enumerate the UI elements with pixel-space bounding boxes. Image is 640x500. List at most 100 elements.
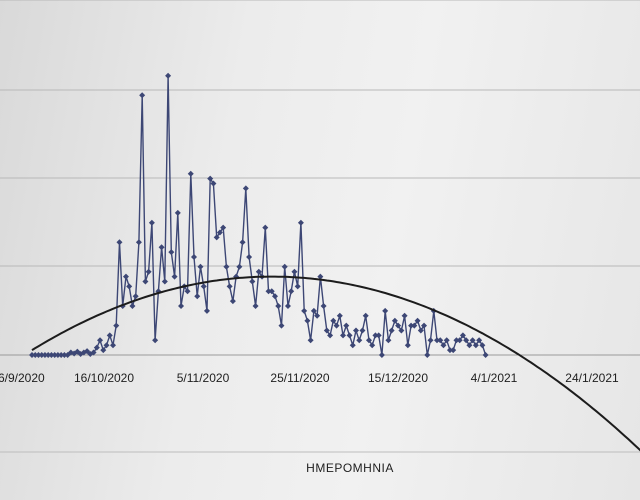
data-point <box>450 347 457 354</box>
data-point <box>288 288 295 295</box>
data-point <box>191 254 197 260</box>
x-tick-label: 4/1/2021 <box>471 371 518 385</box>
data-point <box>275 303 282 309</box>
data-point <box>307 337 314 344</box>
data-point <box>362 312 369 319</box>
data-point <box>152 337 159 344</box>
data-point <box>126 283 133 290</box>
data-point <box>466 342 473 349</box>
data-point <box>378 352 385 358</box>
data-point <box>317 273 324 280</box>
data-point <box>294 283 301 290</box>
data-point <box>365 337 372 344</box>
data-point <box>246 254 253 260</box>
data-point <box>103 342 110 349</box>
data-point <box>382 307 389 314</box>
data-point <box>61 352 68 358</box>
data-point <box>41 352 48 358</box>
series-line <box>32 75 487 356</box>
data-point <box>385 337 392 344</box>
data-point <box>297 219 304 226</box>
data-point <box>249 278 256 285</box>
data-point <box>401 312 408 319</box>
data-point <box>113 322 120 329</box>
data-point <box>463 337 470 344</box>
data-point <box>404 342 411 349</box>
trendline <box>31 275 640 452</box>
data-point <box>476 337 483 344</box>
data-point <box>424 352 431 358</box>
data-point <box>340 332 347 339</box>
x-tick-label: 24/1/2021 <box>565 371 619 385</box>
data-point <box>353 327 359 334</box>
data-point <box>184 288 191 295</box>
data-point <box>197 263 204 270</box>
data-point <box>443 337 450 344</box>
data-point <box>110 342 116 349</box>
data-point <box>391 317 398 324</box>
data-point <box>51 352 58 358</box>
data-point <box>200 283 207 290</box>
data-point <box>343 322 350 329</box>
data-point <box>187 170 194 177</box>
data-point <box>291 268 298 275</box>
data-point <box>304 317 311 324</box>
data-point <box>226 283 233 290</box>
data-point <box>45 352 52 358</box>
data-point <box>265 288 272 295</box>
gridlines <box>0 0 640 453</box>
data-point <box>135 239 142 246</box>
data-point <box>281 263 288 270</box>
data-point <box>479 342 486 349</box>
x-tick-label: 5/11/2020 <box>177 371 230 385</box>
data-point <box>417 327 424 334</box>
data-point <box>320 303 327 309</box>
data-point <box>220 224 227 231</box>
data-point <box>411 322 418 329</box>
data-point <box>459 332 466 339</box>
data-point <box>369 342 376 349</box>
data-point <box>359 327 366 334</box>
data-point <box>472 342 479 349</box>
data-point <box>236 263 243 270</box>
data-point <box>278 322 285 329</box>
data-point <box>252 303 259 309</box>
data-point <box>356 337 363 344</box>
data-point <box>84 348 91 355</box>
data-point <box>100 347 107 354</box>
data-point <box>239 239 246 246</box>
data-point <box>178 303 185 309</box>
data-point <box>148 219 155 226</box>
data-point <box>314 312 321 319</box>
data-point <box>38 352 45 358</box>
data-point <box>90 349 97 356</box>
data-point <box>301 307 308 314</box>
data-point <box>203 307 210 314</box>
data-point <box>310 307 317 314</box>
data-point <box>207 175 214 182</box>
x-tick-label: 15/12/2020 <box>368 371 428 385</box>
data-point <box>29 352 35 358</box>
data-point <box>336 312 343 319</box>
data-point <box>482 352 489 358</box>
data-point <box>284 303 291 309</box>
data-point <box>330 317 337 324</box>
data-point <box>54 352 61 358</box>
data-point <box>255 268 262 275</box>
data-point <box>268 288 275 295</box>
data-point <box>446 347 453 354</box>
data-point <box>323 327 330 334</box>
data-point <box>456 337 463 344</box>
data-point <box>106 332 113 339</box>
data-point <box>223 263 230 270</box>
x-tick-labels: 26/9/2020 16/10/2020 5/11/2020 25/11/2020 15… <box>0 371 619 385</box>
data-point <box>48 352 55 358</box>
data-point <box>35 352 42 358</box>
data-point <box>437 337 444 344</box>
data-point <box>194 293 201 300</box>
data-point <box>421 322 428 329</box>
data-point <box>116 239 123 246</box>
data-point <box>158 244 165 251</box>
